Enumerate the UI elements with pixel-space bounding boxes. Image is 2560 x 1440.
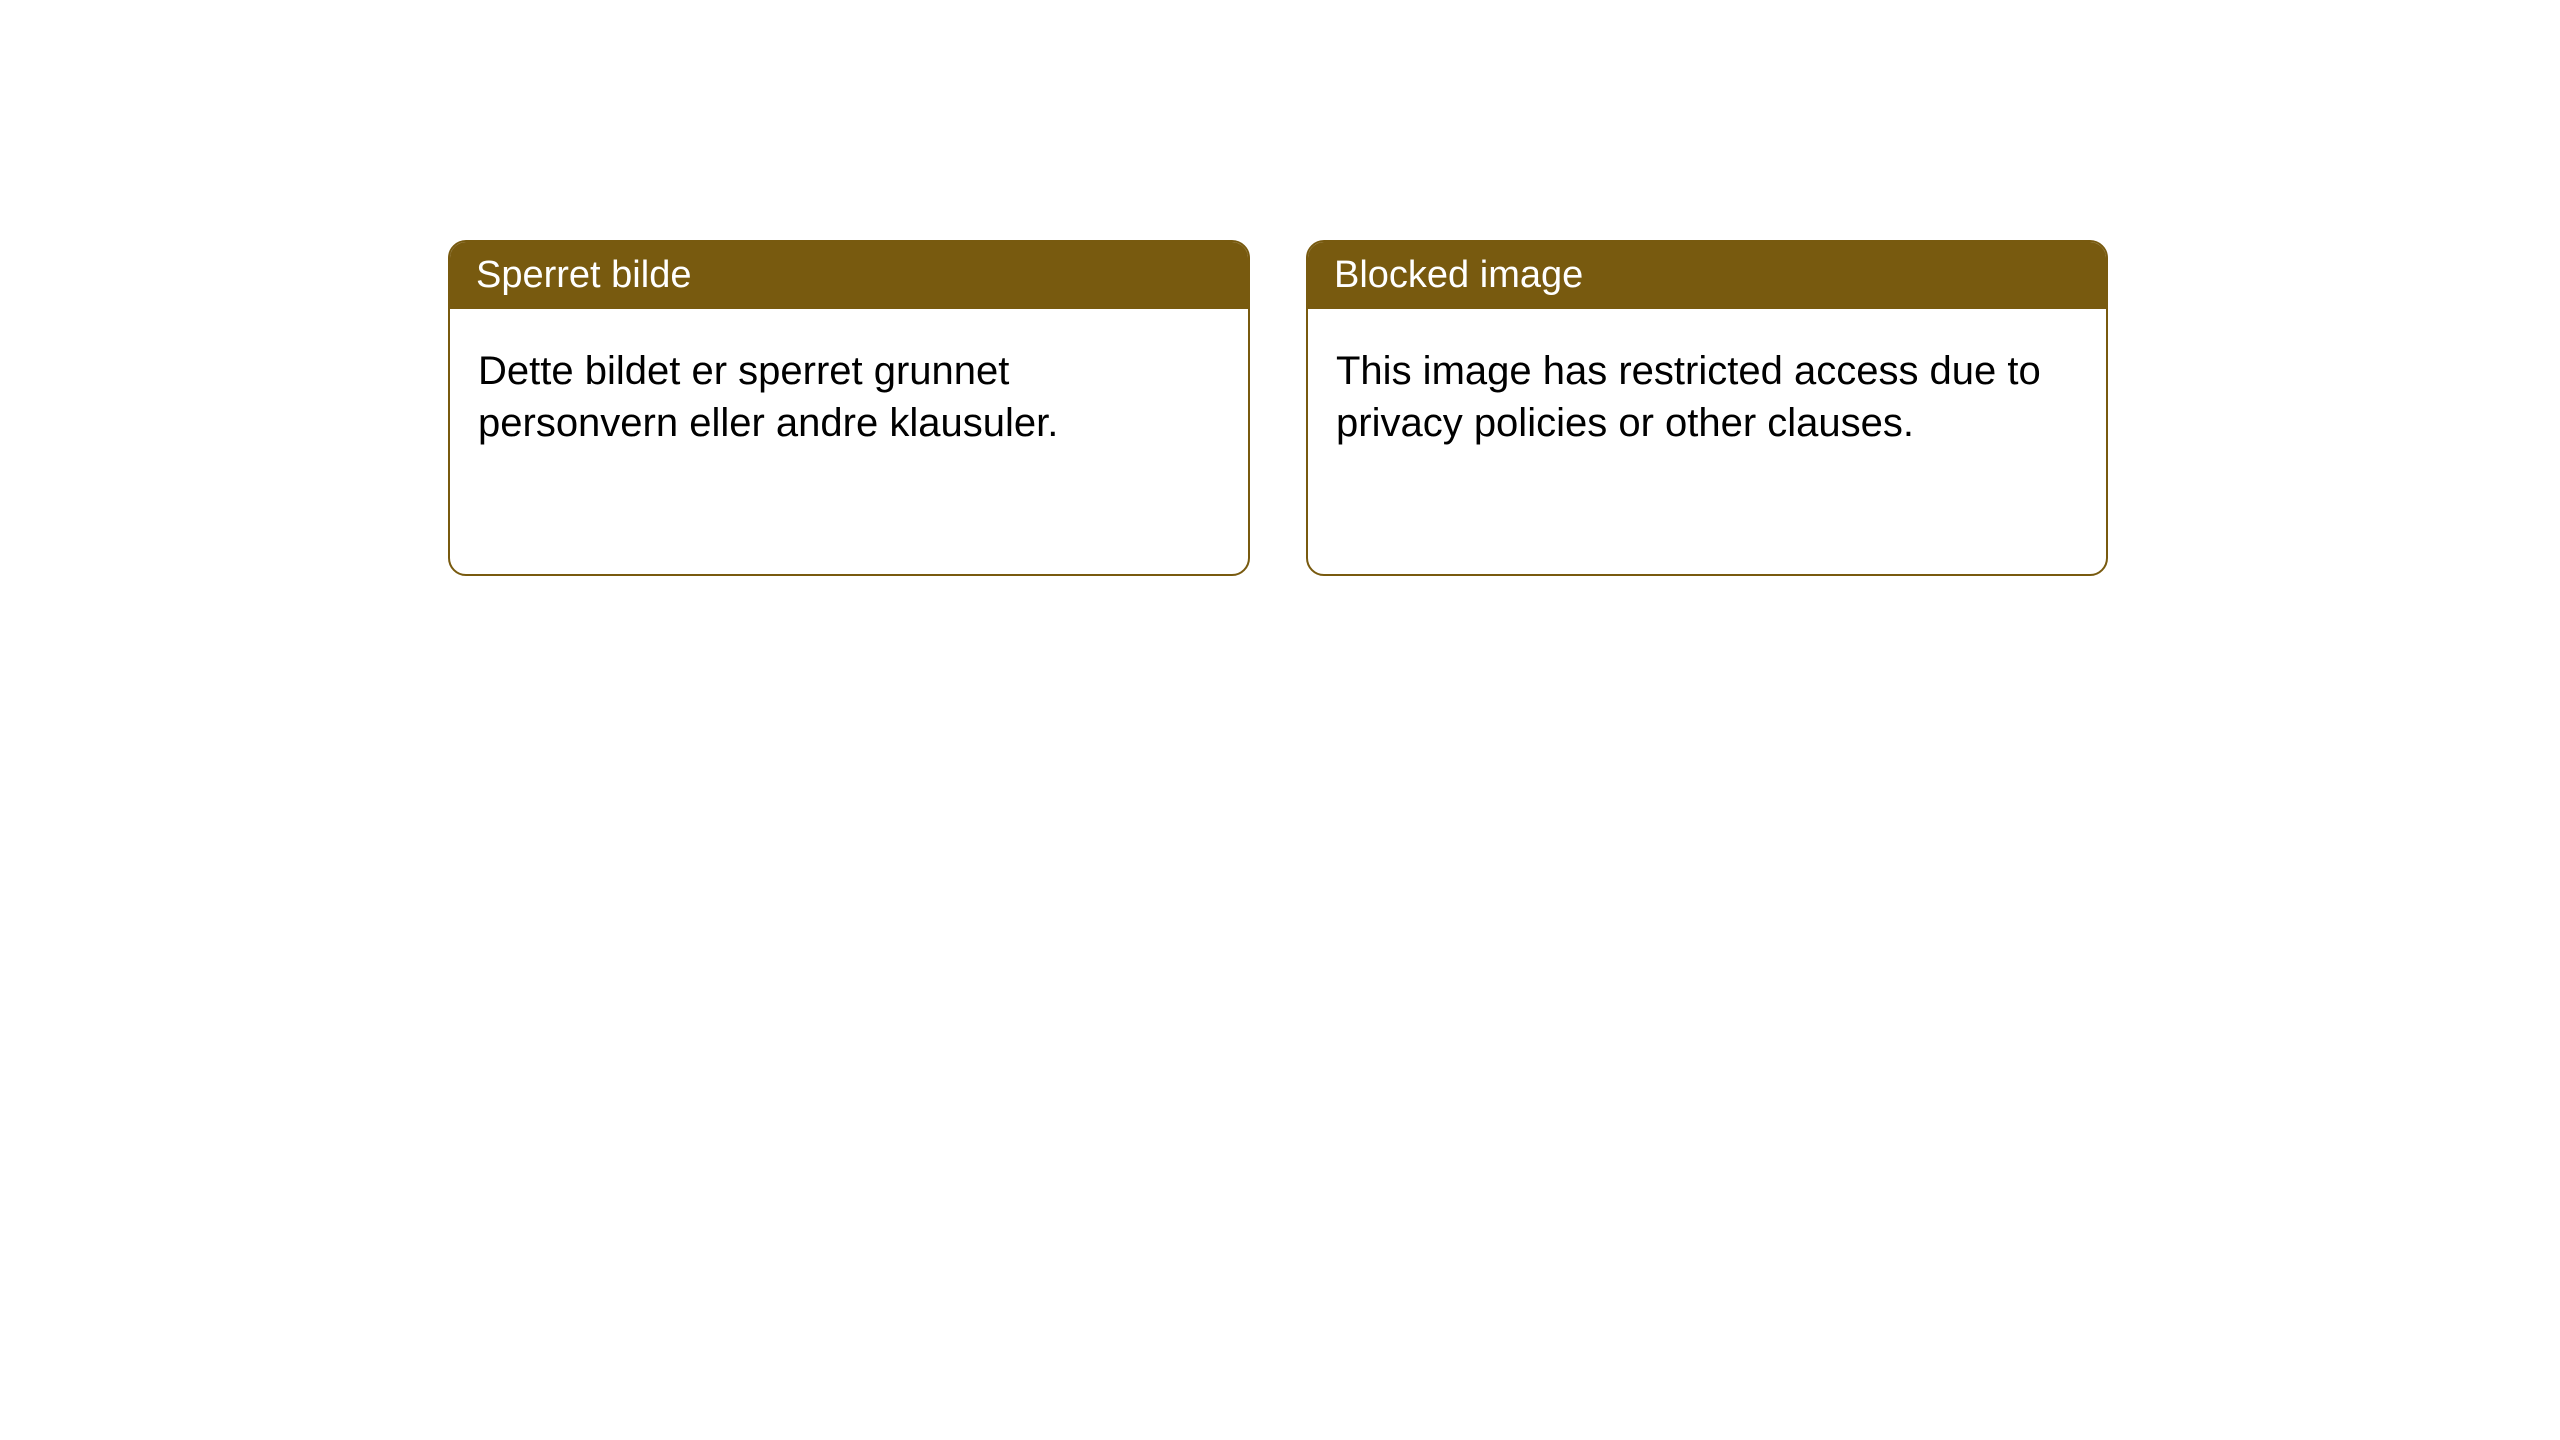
notice-text-english: This image has restricted access due to … [1336, 349, 2041, 445]
notice-title-norwegian: Sperret bilde [476, 254, 691, 296]
notice-card-norwegian: Sperret bilde Dette bildet er sperret gr… [448, 240, 1250, 576]
notice-card-english: Blocked image This image has restricted … [1306, 240, 2108, 576]
notice-title-english: Blocked image [1334, 254, 1583, 296]
notice-container: Sperret bilde Dette bildet er sperret gr… [0, 0, 2560, 576]
notice-body-norwegian: Dette bildet er sperret grunnet personve… [450, 309, 1248, 485]
notice-header-norwegian: Sperret bilde [450, 242, 1248, 309]
notice-body-english: This image has restricted access due to … [1308, 309, 2106, 485]
notice-text-norwegian: Dette bildet er sperret grunnet personve… [478, 349, 1058, 445]
notice-header-english: Blocked image [1308, 242, 2106, 309]
